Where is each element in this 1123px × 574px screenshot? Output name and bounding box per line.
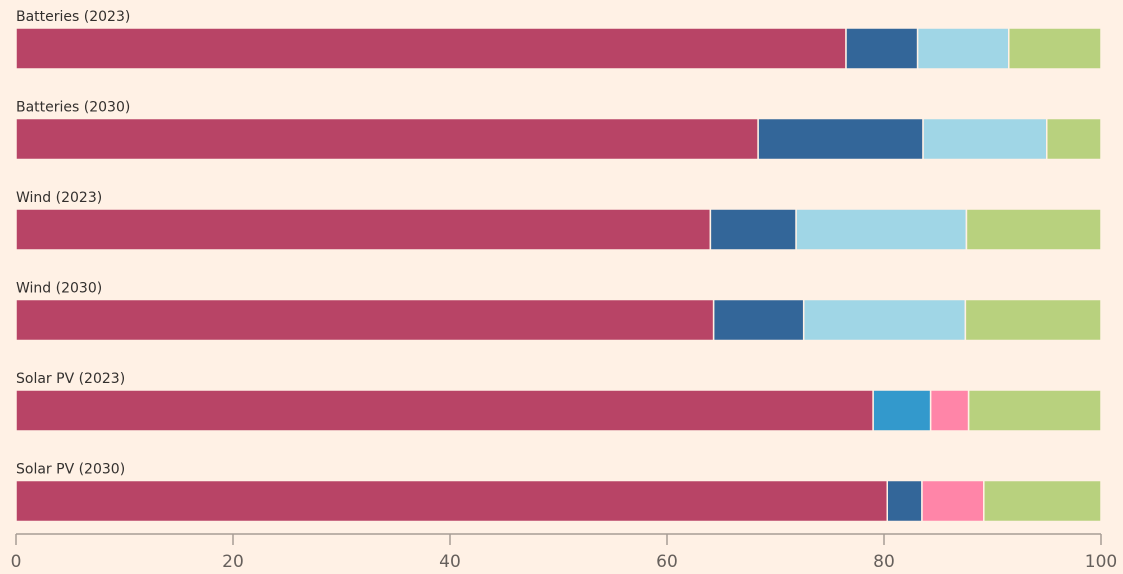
bar-segment — [15, 479, 889, 523]
category-label: Wind (2030) — [16, 281, 102, 297]
x-tick-label: 60 — [656, 552, 678, 572]
category-label: Batteries (2030) — [16, 100, 130, 116]
bar-segment — [795, 208, 968, 251]
x-tick-label: 80 — [873, 552, 895, 572]
bar-segment — [916, 27, 1010, 70]
x-tick-label: 0 — [11, 552, 22, 572]
bar-segment — [15, 117, 759, 161]
bar-segment — [15, 389, 874, 432]
bar-segment — [1008, 27, 1102, 70]
bar-segment — [965, 208, 1102, 251]
category-label: Batteries (2023) — [16, 9, 130, 25]
bar-segment — [964, 298, 1102, 342]
category-label: Solar PV (2030) — [16, 462, 125, 478]
x-tick-label: 20 — [222, 552, 244, 572]
bar-segment — [845, 27, 919, 70]
bar-segment — [929, 389, 970, 432]
bar-segment — [967, 389, 1102, 432]
category-label: Wind (2023) — [16, 190, 102, 206]
x-tick-label: 100 — [1085, 552, 1117, 572]
bar-segment — [802, 298, 967, 342]
bar-segment — [886, 479, 923, 523]
bar-segment — [872, 389, 932, 432]
bar-segment — [921, 479, 985, 523]
x-tick-label: 40 — [439, 552, 461, 572]
bar-segment — [712, 298, 805, 342]
bar-segment — [15, 298, 715, 342]
bar-segment — [922, 117, 1048, 161]
bar-segment — [709, 208, 797, 251]
category-label: Solar PV (2023) — [16, 371, 125, 387]
bar-segment — [757, 117, 924, 161]
bar-segment — [15, 27, 847, 70]
bar-segment — [15, 208, 712, 251]
bar-segment — [1046, 117, 1102, 161]
bar-segment — [983, 479, 1102, 523]
